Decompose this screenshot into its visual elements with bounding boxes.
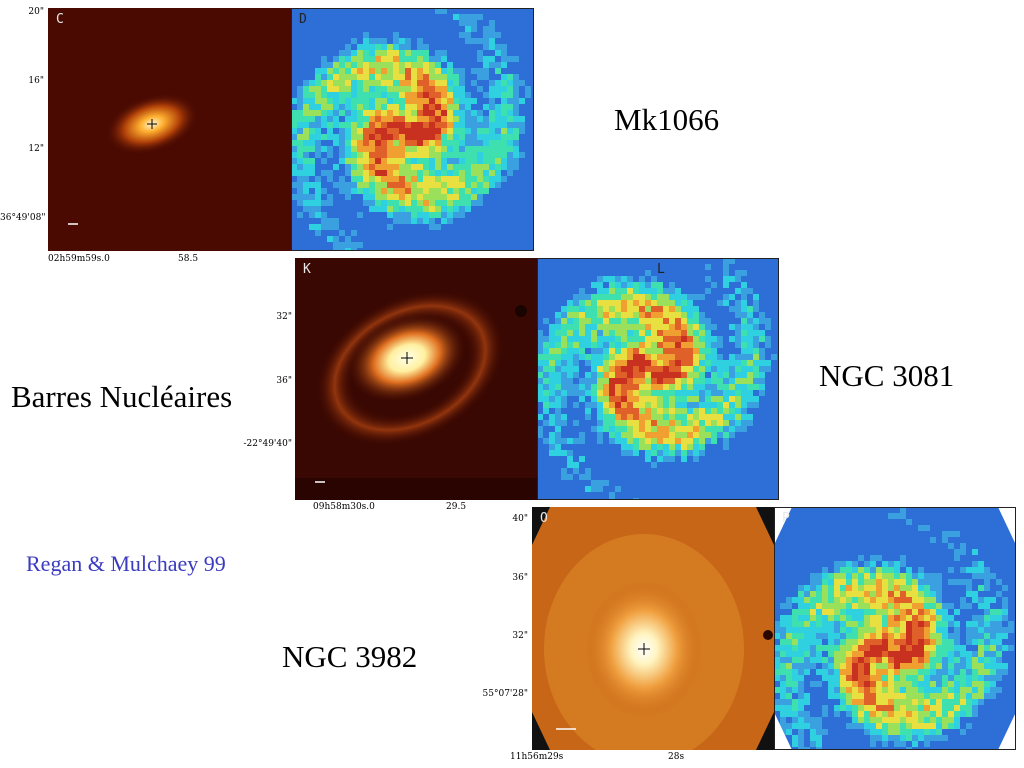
y-tick-mk1066-1: 16" bbox=[28, 76, 44, 86]
color-map-panel-ngc3982: P bbox=[774, 507, 1016, 750]
y-tick-mk1066-3: 36°49'08" bbox=[0, 213, 46, 223]
galaxy-name-mk1066: Mk1066 bbox=[614, 102, 720, 137]
slide-heading: Barres Nucléaires bbox=[11, 379, 233, 414]
y-tick-ngc3982-3: 55°07'28" bbox=[482, 689, 528, 699]
y-tick-ngc3982-1: 36" bbox=[512, 573, 528, 583]
panel-letter-d: D bbox=[299, 12, 307, 27]
x-tick-mk1066-0: 02h59m59s.0 bbox=[48, 254, 110, 264]
panel-letter-k: K bbox=[303, 262, 311, 277]
x-tick-ngc3081-0: 09h58m30s.0 bbox=[313, 502, 375, 512]
x-tick-mk1066-1: 58.5 bbox=[178, 254, 199, 264]
y-tick-ngc3982-2: 32" bbox=[512, 631, 528, 641]
y-tick-ngc3081-2: -22°49'40" bbox=[243, 439, 292, 449]
y-tick-ngc3081-0: 32" bbox=[276, 312, 292, 322]
color-map-mk1066 bbox=[291, 8, 534, 251]
y-tick-mk1066-0: 20" bbox=[28, 7, 44, 17]
intensity-panel-ngc3081: K bbox=[295, 258, 537, 500]
x-tick-ngc3081-1: 29.5 bbox=[446, 502, 467, 512]
galaxy-name-ngc3081: NGC 3081 bbox=[819, 358, 955, 393]
intensity-image-ngc3982 bbox=[532, 507, 774, 750]
color-map-ngc3081 bbox=[537, 258, 779, 500]
intensity-image-mk1066 bbox=[48, 8, 291, 251]
color-map-ngc3982 bbox=[774, 507, 1016, 750]
color-map-panel-mk1066: D bbox=[291, 8, 534, 251]
intensity-panel-mk1066: C bbox=[48, 8, 291, 251]
y-tick-ngc3982-0: 40" bbox=[512, 514, 528, 524]
galaxy-name-ngc3982: NGC 3982 bbox=[282, 639, 418, 674]
x-tick-ngc3982-0: 11h56m29s bbox=[510, 752, 564, 762]
color-map-panel-ngc3081: L bbox=[537, 258, 779, 500]
panel-letter-l: L bbox=[657, 262, 665, 277]
panel-letter-c: C bbox=[56, 12, 64, 27]
y-tick-mk1066-2: 12" bbox=[28, 144, 44, 154]
intensity-image-ngc3081 bbox=[295, 258, 537, 500]
y-tick-ngc3081-1: 36" bbox=[276, 376, 292, 386]
panel-letter-p: P bbox=[782, 511, 790, 526]
intensity-panel-ngc3982: O bbox=[532, 507, 774, 750]
x-tick-ngc3982-1: 28s bbox=[668, 752, 685, 762]
panel-letter-o: O bbox=[540, 511, 548, 526]
citation: Regan & Mulchaey 99 bbox=[26, 551, 226, 576]
